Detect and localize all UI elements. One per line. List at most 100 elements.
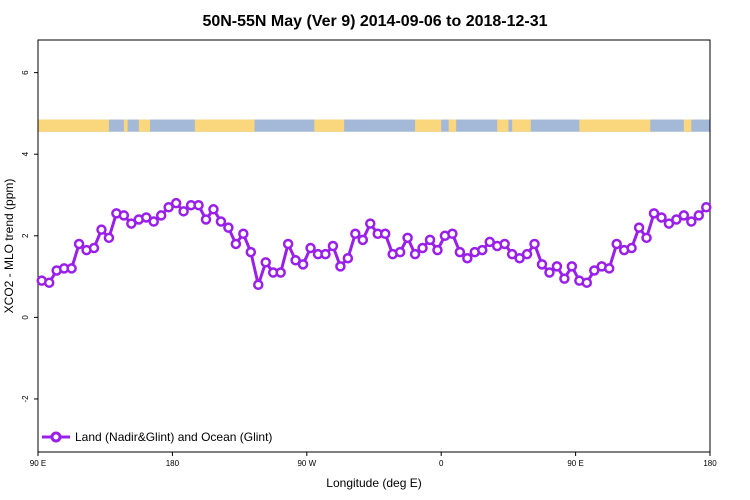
data-point (686, 216, 697, 227)
legend-label: Land (Nadir&Glint) and Ocean (Glint) (75, 430, 272, 444)
x-tick-label: 180 (166, 459, 180, 468)
data-point (275, 267, 286, 278)
data-point (170, 197, 182, 209)
land-segment (194, 119, 255, 132)
data-point (499, 238, 510, 250)
y-axis-label: XCO2 - MLO trend (ppm) (2, 179, 16, 314)
data-point (544, 267, 555, 278)
x-tick-label: 180 (703, 459, 717, 468)
y-tick-label: 4 (21, 151, 30, 156)
data-point (126, 218, 137, 229)
data-point (193, 199, 204, 211)
data-point (432, 244, 443, 256)
land-segment (314, 119, 345, 132)
data-point (238, 228, 249, 240)
legend-marker (50, 431, 62, 443)
data-point (379, 228, 391, 240)
land-segment (38, 119, 109, 132)
data-point (663, 218, 675, 229)
x-tick-label: 90 E (30, 459, 46, 468)
y-tick-label: -2 (21, 395, 30, 403)
data-point (223, 222, 234, 233)
data-point (447, 228, 458, 240)
y-tick-label: 0 (21, 315, 30, 320)
x-tick-label: 0 (439, 459, 444, 468)
legend: Land (Nadir&Glint) and Ocean (Glint) (42, 430, 272, 444)
data-point (402, 232, 413, 244)
y-axis: -2 0 2 4 6 (21, 70, 38, 403)
data-point (626, 242, 637, 254)
data-point (208, 204, 219, 215)
series-land-ocean (36, 197, 712, 291)
data-point (357, 234, 369, 246)
data-point (297, 259, 309, 270)
data-point (701, 201, 712, 213)
data-point (200, 214, 212, 225)
data-point (148, 216, 159, 227)
y-tick-label: 2 (21, 233, 30, 238)
data-point (641, 232, 652, 244)
data-point (43, 277, 55, 288)
land-ocean-strip (38, 119, 710, 132)
data-point (320, 248, 331, 260)
data-point (350, 228, 361, 240)
data-point (141, 212, 152, 223)
data-point (282, 238, 294, 250)
data-point (693, 210, 705, 221)
data-point (305, 242, 316, 254)
data-point (409, 248, 421, 260)
chart-title: 50N-55N May (Ver 9) 2014-09-06 to 2018-1… (202, 13, 547, 30)
land-segment (138, 119, 150, 132)
land-segment (415, 119, 442, 132)
land-segment (579, 119, 651, 132)
data-point (394, 246, 406, 258)
data-point (454, 246, 466, 258)
data-point (603, 263, 615, 274)
data-point (66, 263, 77, 274)
data-point (118, 210, 130, 221)
data-point (417, 242, 428, 254)
data-point (327, 240, 339, 252)
data-point (671, 214, 682, 225)
land-segment (448, 119, 457, 132)
land-segment (123, 119, 128, 132)
data-point (633, 222, 645, 233)
data-point (260, 257, 271, 268)
y-tick-label: 6 (21, 70, 30, 75)
data-point (88, 242, 100, 254)
data-point (365, 218, 376, 229)
data-point (484, 236, 495, 248)
data-point (103, 232, 115, 244)
data-point (656, 212, 667, 223)
data-point (245, 246, 257, 258)
data-point (536, 259, 548, 270)
data-point (551, 261, 563, 272)
data-point (178, 206, 189, 217)
data-point (521, 248, 533, 260)
data-point (342, 252, 354, 264)
data-point (514, 252, 525, 264)
data-point (581, 277, 593, 288)
data-point (477, 244, 488, 256)
data-point (611, 238, 622, 250)
data-point (424, 234, 436, 246)
data-point (678, 210, 690, 221)
land-segment (512, 119, 531, 132)
x-tick-label: 90 E (567, 459, 583, 468)
data-point (215, 216, 227, 227)
data-point (559, 273, 570, 284)
x-axis: 90 E 180 90 W 0 90 E 180 (30, 452, 717, 468)
data-point (335, 261, 346, 272)
data-point (230, 238, 242, 250)
data-point (506, 248, 518, 260)
x-tick-label: 90 W (297, 459, 316, 468)
data-point (589, 265, 600, 276)
data-point (290, 255, 301, 266)
plot-frame (37, 39, 711, 453)
data-point (155, 210, 167, 221)
data-point (163, 201, 174, 213)
x-axis-label: Longitude (deg E) (326, 476, 421, 490)
data-point (96, 224, 107, 235)
